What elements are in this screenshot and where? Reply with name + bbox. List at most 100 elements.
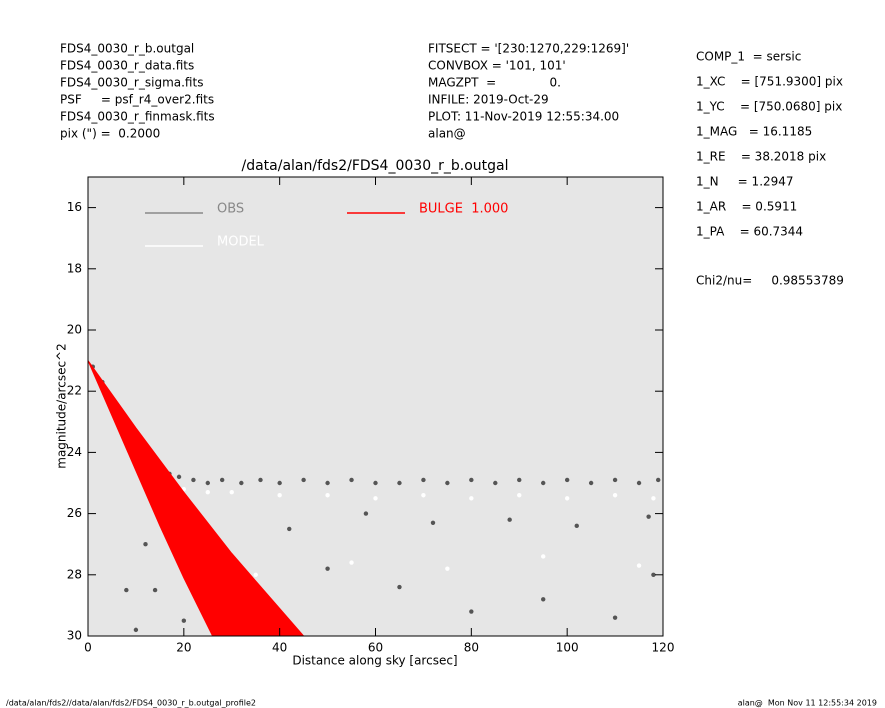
header-text: PSF = psf_r4_over2.fits: [60, 93, 214, 107]
header-text: FDS4_0030_r_finmask.fits: [60, 110, 215, 124]
data-point: [612, 615, 618, 620]
data-point: [349, 477, 354, 483]
data-point: [541, 480, 546, 486]
data-point: [517, 477, 522, 483]
data-point: [325, 566, 330, 571]
y-axis-label: magnitude/arcsec^2: [55, 343, 69, 469]
y-tick-label: 16: [67, 200, 82, 214]
legend-label: OBS: [217, 202, 244, 217]
data-point: [253, 572, 258, 577]
header-text: FDS4_0030_r_b.outgal: [60, 42, 194, 56]
data-point: [205, 480, 210, 486]
data-point: [445, 480, 450, 486]
data-point: [651, 496, 656, 501]
plot-data: [88, 360, 661, 636]
data-point: [363, 511, 369, 516]
data-point: [656, 477, 661, 483]
header-text: pix (") = 0.2000: [60, 127, 160, 141]
fit-param: 1_PA = 60.7344: [696, 225, 803, 239]
data-point: [651, 572, 656, 577]
x-tick-label: 0: [84, 641, 92, 655]
footer-right: alan@ Mon Nov 11 12:55:34 2019: [738, 699, 877, 708]
data-point: [181, 618, 187, 623]
fit-param: COMP_1 = sersic: [696, 50, 801, 64]
header-text: PLOT: 11-Nov-2019 12:55:34.00: [428, 110, 619, 124]
x-tick-label: 120: [652, 641, 675, 655]
data-point: [517, 493, 522, 498]
data-point: [287, 526, 292, 532]
x-tick-label: 80: [464, 641, 479, 655]
x-tick-label: 40: [272, 641, 287, 655]
data-point: [588, 480, 594, 486]
data-point: [176, 474, 182, 480]
y-tick-label: 18: [67, 261, 82, 275]
x-tick-label: 60: [368, 641, 383, 655]
data-point: [301, 477, 306, 483]
data-point: [469, 609, 474, 614]
data-point: [397, 480, 402, 486]
data-point: [373, 496, 378, 501]
y-tick-label: 24: [67, 445, 82, 459]
data-point: [373, 480, 378, 486]
footer-left: /data/alan/fds2//data/alan/fds2/FDS4_003…: [6, 699, 256, 708]
data-point: [239, 480, 244, 486]
data-point: [229, 489, 234, 495]
data-point: [124, 587, 129, 593]
data-point: [133, 627, 139, 633]
bulge-band: [88, 360, 305, 636]
data-point: [636, 563, 642, 568]
fit-param: 1_AR = 0.5911: [696, 200, 797, 214]
header-text: FITSECT = '[230:1270,229:1269]': [428, 42, 629, 56]
x-tick-label: 100: [556, 641, 579, 655]
data-point: [469, 477, 474, 483]
x-axis-label: Distance along sky [arcsec]: [292, 654, 457, 668]
data-point: [421, 477, 426, 483]
data-point: [469, 496, 474, 501]
header-text: INFILE: 2019-Oct-29: [428, 93, 549, 107]
data-point: [612, 477, 618, 483]
data-point: [646, 514, 651, 519]
data-point: [152, 587, 158, 593]
chi2: Chi2/nu= 0.98553789: [696, 274, 844, 288]
header-text: CONVBOX = '101, 101': [428, 59, 566, 73]
data-point: [325, 480, 330, 486]
data-point: [541, 554, 546, 559]
fit-param: 1_RE = 38.2018 pix: [696, 150, 826, 164]
header-text: FDS4_0030_r_data.fits: [60, 59, 194, 73]
data-point: [277, 493, 282, 498]
data-point: [574, 523, 579, 529]
fit-param: 1_N = 1.2947: [696, 175, 794, 189]
data-point: [493, 480, 498, 486]
data-point: [191, 477, 196, 483]
header-text: FDS4_0030_r_sigma.fits: [60, 76, 203, 90]
fit-param: 1_XC = [751.9300] pix: [696, 75, 843, 89]
data-point: [612, 493, 618, 498]
data-point: [325, 493, 330, 498]
y-tick-label: 20: [67, 323, 82, 337]
legend-label: BULGE 1.000: [419, 202, 508, 217]
data-point: [258, 477, 263, 483]
data-point: [564, 477, 570, 483]
y-tick-label: 30: [67, 629, 82, 643]
data-point: [219, 477, 225, 483]
data-point: [430, 520, 436, 525]
y-tick-label: 28: [67, 567, 82, 581]
legend-label: MODEL: [217, 235, 265, 250]
x-tick-label: 20: [176, 641, 191, 655]
y-tick-label: 22: [67, 384, 82, 398]
fit-param: 1_YC = [750.0680] pix: [696, 100, 842, 114]
data-point: [143, 542, 148, 547]
data-point: [421, 493, 426, 498]
header-text: alan@: [428, 127, 466, 141]
data-point: [349, 560, 354, 565]
data-point: [397, 584, 402, 590]
data-point: [541, 597, 546, 602]
data-point: [507, 517, 512, 522]
header-text: MAGZPT = 0.: [428, 76, 561, 90]
chart-title: /data/alan/fds2/FDS4_0030_r_b.outgal: [242, 158, 509, 174]
data-point: [277, 480, 282, 486]
y-tick-label: 26: [67, 506, 82, 520]
data-point: [636, 480, 642, 486]
data-point: [205, 489, 210, 495]
